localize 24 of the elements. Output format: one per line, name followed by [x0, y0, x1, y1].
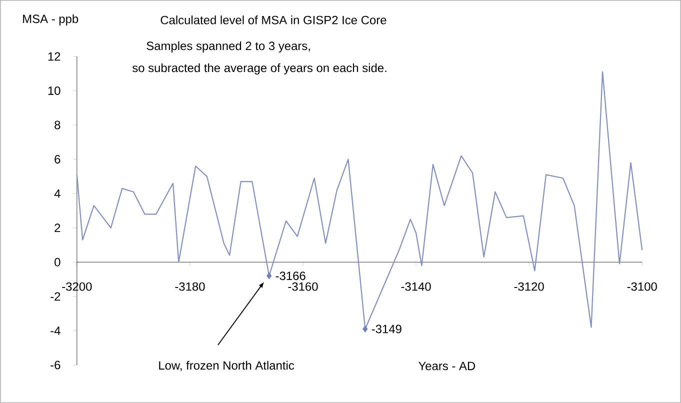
- x-axis-title: Years - AD: [418, 362, 476, 370]
- y-tick-label: -2: [50, 292, 60, 301]
- x-tick-label: -3140: [401, 282, 431, 291]
- y-tick-label: 8: [54, 120, 60, 130]
- chart-title: Calculated level of MSA in GISP2 Ice Core: [160, 16, 386, 24]
- y-tick-label: 4: [54, 189, 60, 198]
- y-tick-label: 2: [54, 224, 60, 232]
- text: Samples spanned 2 to 3 years,: [146, 41, 310, 53]
- x-tick-label: -3160: [288, 282, 318, 291]
- y-axis-title: MSA - ppb: [23, 14, 78, 26]
- annotation: so subracted the average of years on each side.: [132, 63, 386, 75]
- y-tick-label: 6: [54, 155, 60, 164]
- x-tick-label: -3200: [62, 282, 92, 291]
- y-tick-label: 0: [54, 258, 60, 266]
- y-tick-label: 10: [48, 86, 60, 95]
- x-tick-label: -3100: [627, 282, 657, 291]
- annotation: -3166: [276, 272, 306, 280]
- annotation: -3149: [372, 324, 402, 334]
- y-tick-label: -6: [50, 360, 60, 370]
- y-tick-label: 12: [48, 52, 60, 61]
- x-tick-label: -3180: [175, 282, 205, 291]
- x-tick-label: -3120: [514, 282, 544, 291]
- annotation: Low, frozen North Atlantic: [159, 360, 294, 372]
- y-tick-label: -4: [50, 326, 60, 335]
